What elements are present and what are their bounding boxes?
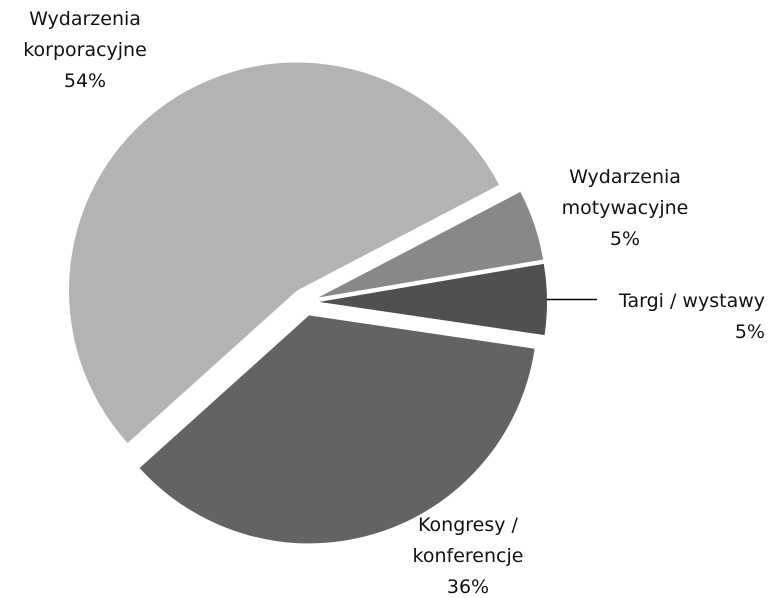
- slice-label: Targi / wystawy 5%: [580, 286, 765, 348]
- slice-label: Wydarzenia motywacyjne 5%: [540, 162, 710, 255]
- slice-value: 5%: [609, 228, 641, 250]
- slice-label: Wydarzenia korporacyjne 54%: [0, 4, 170, 97]
- slice-value: 54%: [63, 70, 107, 92]
- pie-slice: [139, 315, 535, 544]
- pie-slice: [318, 263, 547, 336]
- slice-value: 5%: [734, 321, 765, 343]
- slice-name: Targi / wystawy: [619, 290, 765, 312]
- slice-value: 36%: [446, 576, 490, 598]
- slice-name: Wydarzenia motywacyjne: [561, 166, 689, 219]
- pie-slice: [318, 191, 544, 298]
- slice-name: Wydarzenia korporacyjne: [23, 8, 147, 61]
- pie-slice: [69, 62, 500, 444]
- slice-label: Kongresy / konferencje 36%: [400, 510, 536, 598]
- slice-name: Kongresy / konferencje: [412, 514, 524, 567]
